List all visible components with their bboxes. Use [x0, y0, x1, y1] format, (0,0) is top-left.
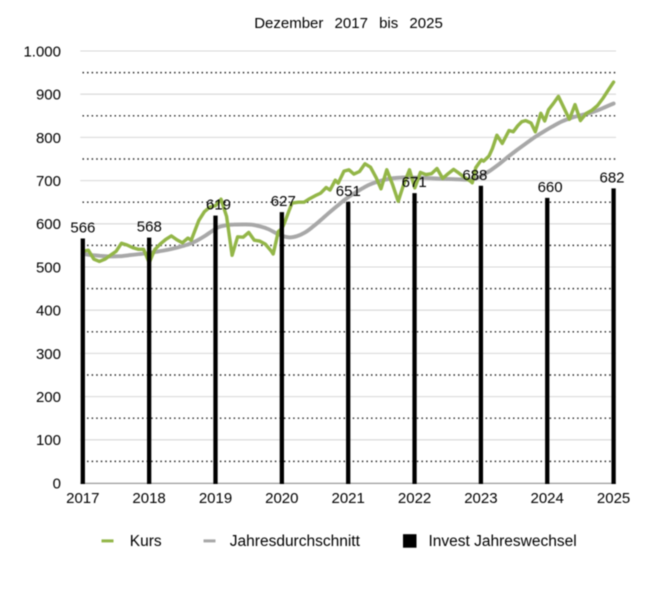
svg-text:2018: 2018 — [132, 490, 165, 507]
svg-text:200: 200 — [36, 389, 61, 406]
svg-text:671: 671 — [402, 174, 427, 191]
svg-text:2024: 2024 — [531, 490, 564, 507]
svg-text:100: 100 — [36, 432, 61, 449]
svg-text:2017: 2017 — [66, 490, 99, 507]
svg-text:500: 500 — [36, 259, 61, 276]
svg-text:2023: 2023 — [464, 490, 497, 507]
svg-text:2020: 2020 — [265, 490, 298, 507]
svg-text:682: 682 — [599, 169, 624, 186]
svg-text:568: 568 — [137, 219, 162, 236]
svg-text:1.000: 1.000 — [23, 44, 61, 61]
svg-text:600: 600 — [36, 216, 61, 233]
svg-text:800: 800 — [36, 130, 61, 147]
svg-text:651: 651 — [336, 183, 361, 200]
svg-text:700: 700 — [36, 173, 61, 190]
svg-text:2022: 2022 — [398, 490, 431, 507]
svg-text:2025: 2025 — [597, 490, 630, 507]
svg-text:2021: 2021 — [332, 490, 365, 507]
svg-text:Kurs: Kurs — [130, 533, 162, 550]
svg-text:660: 660 — [538, 179, 563, 196]
svg-text:300: 300 — [36, 346, 61, 363]
svg-text:2019: 2019 — [199, 490, 232, 507]
svg-text:400: 400 — [36, 303, 61, 320]
svg-text:Dezember 2017 bis 2025: Dezember 2017 bis 2025 — [254, 15, 443, 32]
svg-text:0: 0 — [53, 475, 61, 492]
svg-text:Invest Jahreswechsel: Invest Jahreswechsel — [429, 533, 577, 550]
svg-text:688: 688 — [462, 167, 487, 184]
svg-text:627: 627 — [271, 193, 296, 210]
svg-text:619: 619 — [206, 197, 231, 214]
svg-text:566: 566 — [70, 220, 95, 237]
svg-text:900: 900 — [36, 87, 61, 104]
svg-text:Jahresdurchschnitt: Jahresdurchschnitt — [230, 533, 361, 550]
